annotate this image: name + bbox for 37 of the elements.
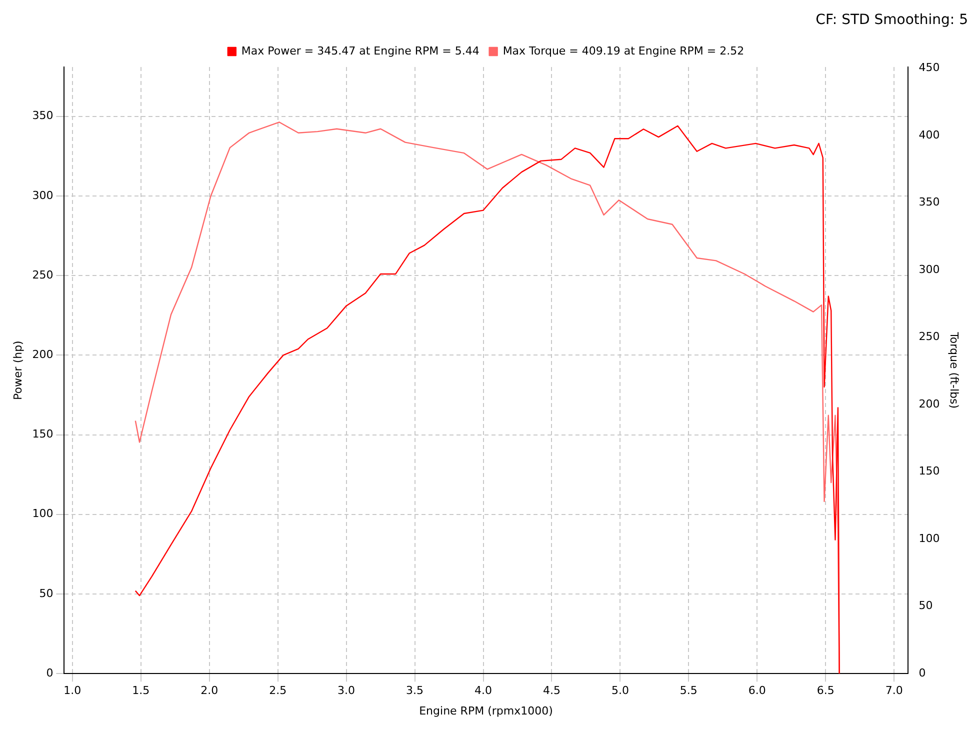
x-tick-label: 7.0 (885, 684, 903, 698)
y-tick-label: 0 (46, 666, 54, 680)
y-tick-label: 100 (32, 507, 54, 520)
x-tick-label: 1.0 (64, 684, 82, 698)
x-tick-label: 5.0 (611, 684, 629, 698)
y2-tick-label: 350 (918, 196, 940, 209)
y2-tick-label: 200 (918, 397, 940, 410)
text: CF: STD Smoothing: 5 (816, 12, 968, 28)
y2-tick-label: 100 (918, 532, 940, 545)
y2-tick-label: 50 (918, 599, 933, 612)
y-tick-label: 300 (32, 188, 54, 202)
y-tick-label: 150 (32, 428, 54, 441)
y2-axis-title: Torque (ft-lbs) (948, 331, 961, 409)
legend-label: Max Power = 345.47 at Engine RPM = 5.44 (241, 44, 480, 58)
y2-tick-label: 250 (918, 330, 940, 344)
y-axis-title: Power (hp) (11, 340, 24, 400)
x-axis-title: Engine RPM (rpmx1000) (419, 704, 553, 718)
y-tick-label: 200 (32, 348, 54, 362)
x-tick-label: 2.5 (269, 684, 287, 698)
x-tick-label: 4.0 (474, 684, 492, 698)
x-tick-label: 6.0 (748, 684, 766, 698)
y2-tick-label: 300 (918, 262, 940, 276)
x-tick-label: 3.0 (338, 684, 356, 698)
y2-tick-label: 0 (918, 666, 926, 680)
y2-tick-label: 150 (918, 464, 940, 478)
x-tick-label: 1.5 (132, 684, 150, 698)
legend-label: Max Torque = 409.19 at Engine RPM = 2.52 (502, 44, 744, 58)
x-tick-label: 2.0 (200, 684, 218, 698)
x-tick-label: 5.5 (680, 684, 698, 698)
y2-tick-label: 400 (918, 128, 940, 142)
y-tick-label: 250 (32, 268, 54, 282)
x-tick-label: 4.5 (542, 684, 560, 698)
y2-tick-label: 450 (918, 61, 940, 74)
y-tick-label: 50 (39, 586, 54, 600)
x-tick-label: 3.5 (406, 684, 424, 698)
x-tick-label: 6.5 (816, 684, 834, 698)
y-tick-label: 350 (32, 109, 54, 122)
